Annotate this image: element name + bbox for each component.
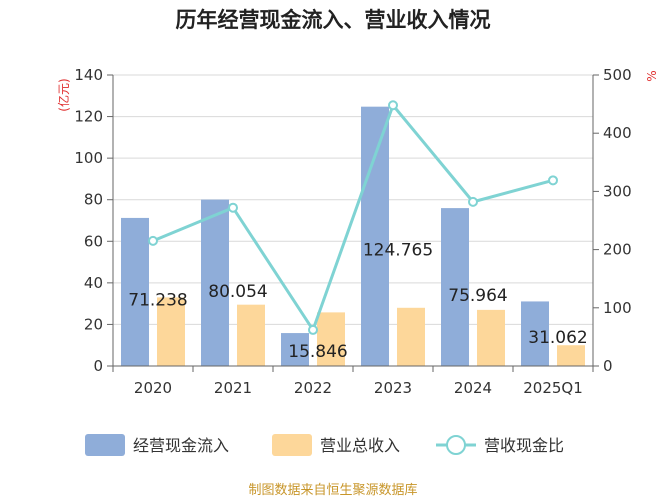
bar-value-label: 124.765 bbox=[363, 240, 433, 260]
x-axis-tick-label: 2024 bbox=[454, 379, 492, 397]
bar-cash-inflow bbox=[521, 301, 549, 366]
ratio-point bbox=[228, 202, 238, 213]
x-axis-tick-label: 2021 bbox=[214, 379, 252, 397]
ratio-point bbox=[148, 235, 158, 246]
bar-revenue bbox=[317, 312, 345, 366]
right-axis-tick-label: 100 bbox=[603, 299, 632, 317]
bar-value-label: 15.846 bbox=[288, 342, 347, 362]
bar-value-label: 31.062 bbox=[528, 328, 587, 348]
legend-label: 经营现金流入 bbox=[133, 436, 229, 455]
legend-label: 营收现金比 bbox=[484, 436, 564, 455]
bar-revenue bbox=[237, 304, 265, 366]
left-axis-tick-label: 20 bbox=[84, 315, 103, 333]
right-axis-tick-label: 0 bbox=[603, 357, 613, 375]
x-axis-tick-label: 2023 bbox=[374, 379, 412, 397]
ratio-line bbox=[148, 100, 558, 335]
chart-title: 历年经营现金流入、营业收入情况 bbox=[176, 8, 491, 32]
bar-cash-inflow bbox=[361, 106, 389, 366]
left-axis-tick-label: 0 bbox=[93, 357, 103, 375]
bar-cash-inflow bbox=[121, 217, 149, 366]
legend-swatch bbox=[85, 434, 125, 456]
right-axis-unit: % bbox=[645, 70, 659, 81]
right-axis-tick-label: 300 bbox=[603, 182, 632, 200]
right-axis-tick-label: 500 bbox=[603, 66, 632, 84]
bar-cash-inflow bbox=[441, 208, 469, 366]
ratio-point bbox=[308, 324, 318, 335]
bar-cash-inflow bbox=[281, 333, 309, 366]
bars bbox=[121, 106, 585, 366]
ratio-point bbox=[548, 175, 558, 186]
legend: 经营现金流入 营业总收入 营收现金比 bbox=[85, 434, 564, 456]
left-axis-unit: (亿元) bbox=[56, 78, 71, 111]
bar-cash-inflow bbox=[201, 199, 229, 366]
bar-revenue bbox=[477, 309, 505, 366]
legend-label: 营业总收入 bbox=[320, 436, 400, 455]
x-axis-tick-label: 2022 bbox=[294, 379, 332, 397]
source-note: 制图数据来自恒生聚源数据库 bbox=[248, 482, 417, 498]
data-labels: 71.238 80.054 15.846 124.765 75.964 31.062 bbox=[128, 240, 587, 362]
legend-swatch bbox=[272, 434, 312, 456]
bar-value-label: 71.238 bbox=[128, 290, 187, 310]
x-axis-tick-label: 2020 bbox=[134, 379, 172, 397]
right-axis-tick-label: 400 bbox=[603, 124, 632, 142]
left-axis-tick-label: 60 bbox=[84, 232, 103, 250]
left-axis-tick-label: 80 bbox=[84, 191, 103, 209]
bar-value-label: 75.964 bbox=[448, 286, 507, 306]
x-axis-tick-label: 2025Q1 bbox=[523, 379, 583, 397]
left-axis-tick-label: 40 bbox=[84, 274, 103, 292]
bar-revenue bbox=[397, 307, 425, 366]
gridlines bbox=[113, 74, 593, 367]
bar-revenue bbox=[557, 345, 585, 366]
left-axis-tick-label: 120 bbox=[74, 108, 103, 126]
ratio-point bbox=[468, 196, 478, 207]
right-axis-tick-label: 200 bbox=[603, 241, 632, 259]
left-axis-tick-label: 100 bbox=[74, 149, 103, 167]
bar-revenue bbox=[157, 297, 185, 366]
legend-marker bbox=[446, 435, 466, 455]
ratio-point bbox=[388, 100, 398, 111]
left-axis-tick-label: 140 bbox=[74, 66, 103, 84]
bar-value-label: 80.054 bbox=[208, 282, 267, 302]
ratio-line-path bbox=[152, 102, 554, 334]
axes: 0 20 40 60 80 100 120 140 0 100 200 300 400 500 2020 20… bbox=[74, 66, 631, 397]
